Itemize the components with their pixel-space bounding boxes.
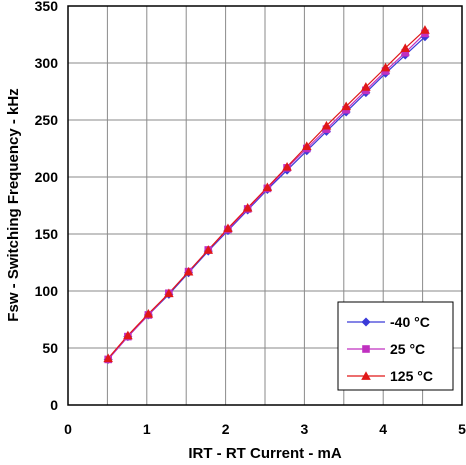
data-point-triangle <box>183 266 194 276</box>
y-tick-label: 150 <box>35 226 59 242</box>
data-point-triangle <box>123 330 133 340</box>
data-point-triangle <box>400 43 411 53</box>
y-tick-label: 300 <box>35 55 59 71</box>
data-point-diamond <box>361 317 371 327</box>
data-point-square <box>401 48 410 57</box>
grid-lines <box>67 5 463 406</box>
data-point-triangle <box>164 288 174 298</box>
legend: -40 °C 25 °C 125 °C <box>337 301 454 391</box>
x-tick-label: 0 <box>64 421 72 437</box>
data-point-triangle <box>203 245 214 254</box>
legend-label: 25 °C <box>390 341 425 357</box>
y-tick-label: 200 <box>35 169 59 185</box>
legend-box <box>337 301 454 391</box>
data-point-triangle <box>103 353 113 363</box>
data-point-triangle <box>380 62 391 72</box>
data-point-triangle <box>143 309 154 318</box>
data-point-triangle <box>341 101 351 111</box>
data-point-triangle <box>321 120 332 130</box>
x-tick-label: 4 <box>379 421 387 437</box>
data-point-triangle <box>361 371 371 380</box>
legend-label: 125 °C <box>390 368 433 384</box>
data-point-triangle <box>301 141 312 151</box>
data-point-triangle <box>420 25 430 34</box>
legend-label: -40 °C <box>390 314 430 330</box>
data-point-triangle <box>361 82 371 91</box>
plot-frame <box>67 5 463 406</box>
data-point-triangle <box>262 182 273 192</box>
data-point-triangle <box>223 223 233 233</box>
plot-area <box>103 25 430 364</box>
x-tick-label: 2 <box>222 421 230 437</box>
x-tick-label: 3 <box>301 421 309 437</box>
data-point-triangle <box>282 161 292 171</box>
data-point-square <box>362 345 370 353</box>
x-tick-label: 1 <box>143 421 151 437</box>
x-tick-label: 5 <box>458 421 466 437</box>
y-tick-label: 250 <box>35 112 59 128</box>
y-axis-label: Fsw - Switching Frequency - kHz <box>5 88 22 321</box>
data-point-triangle <box>242 202 253 212</box>
y-tick-label: 350 <box>35 0 59 14</box>
x-axis-label: IRT - RT Current - mA <box>188 445 341 462</box>
y-tick-label: 0 <box>50 397 58 413</box>
y-tick-label: 50 <box>42 340 58 356</box>
y-tick-label: 100 <box>35 283 59 299</box>
